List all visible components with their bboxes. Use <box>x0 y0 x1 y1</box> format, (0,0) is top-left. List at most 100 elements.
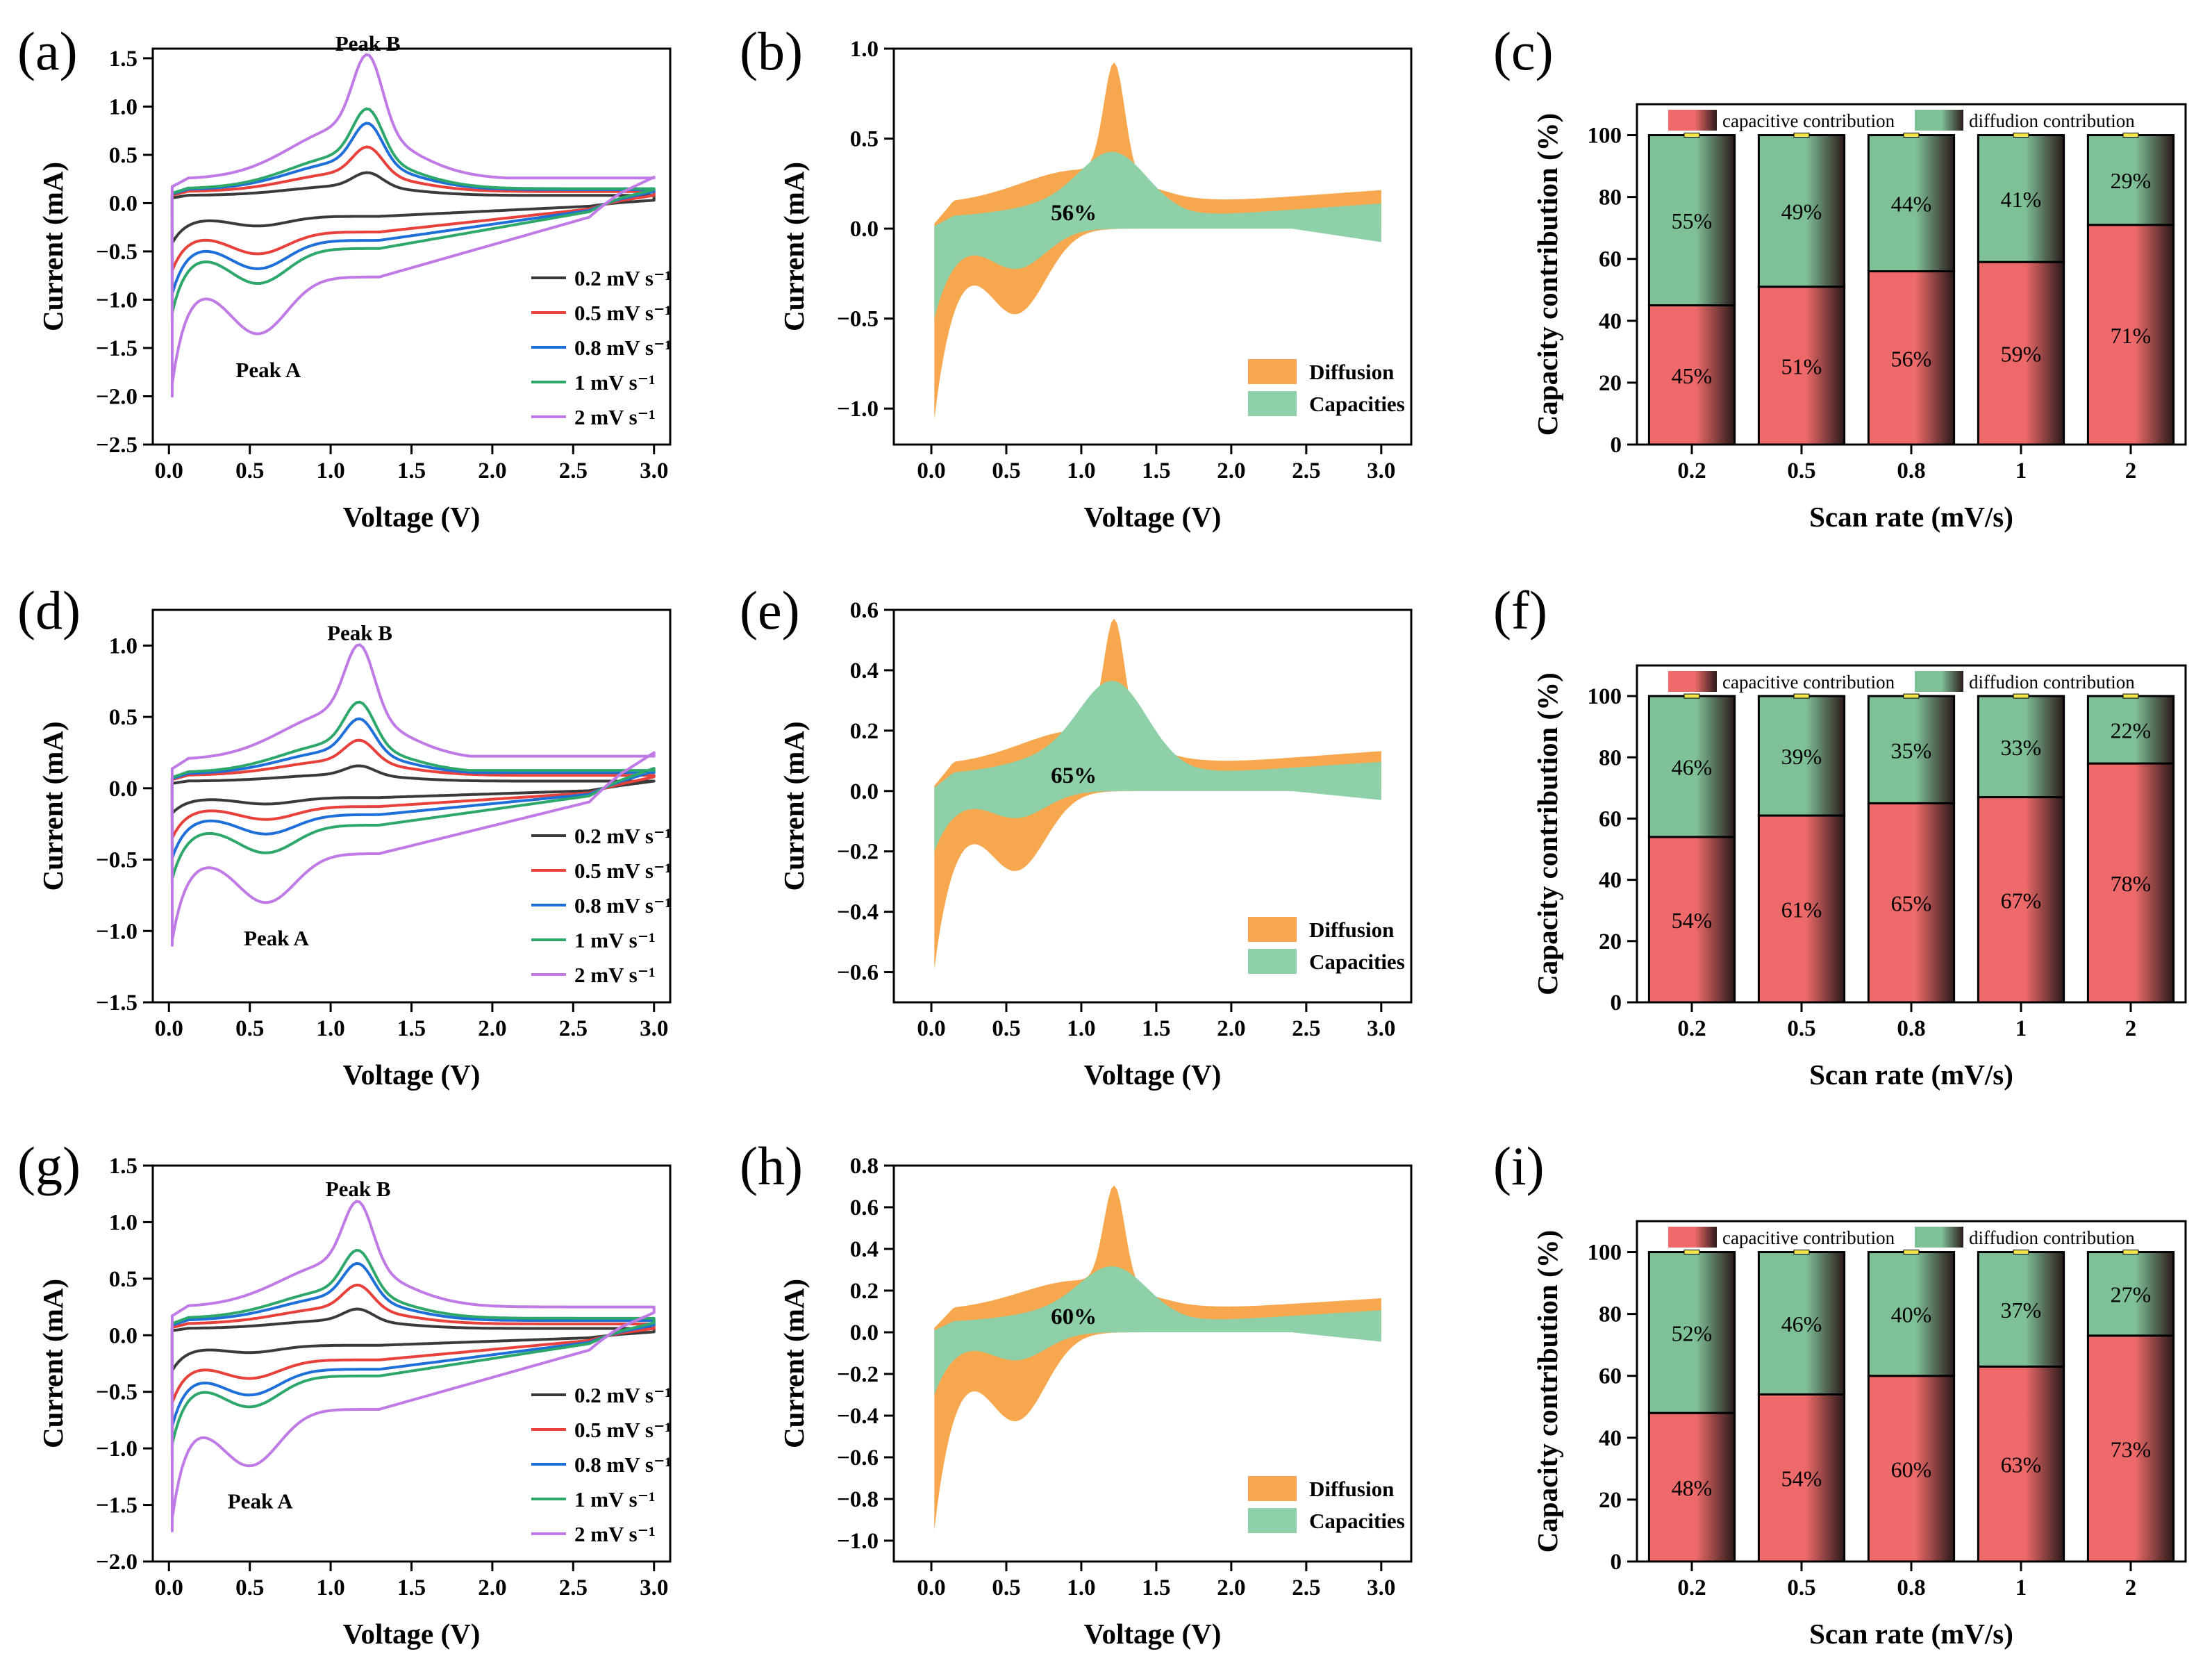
y-tick-label: 0 <box>1611 991 1622 1016</box>
y-tick-label: −0.2 <box>837 840 879 865</box>
cv-series-2 <box>170 717 656 868</box>
capacitive-value-label: 59% <box>2001 342 2042 367</box>
y-axis-title: Current (mA) <box>37 1279 69 1448</box>
legend-label-diffusion: Diffusion <box>1309 360 1394 384</box>
capacitive-value-label: 56% <box>1891 346 1932 371</box>
x-tick-label: 2 <box>2125 1575 2137 1600</box>
legend-swatch-diffusion <box>1248 359 1297 384</box>
legend-swatch-capacities <box>1248 949 1297 974</box>
legend-label-capacities: Capacities <box>1309 1509 1405 1533</box>
y-tick-label: 0.5 <box>109 1267 138 1292</box>
legend-label-diffusion: Diffusion <box>1309 1477 1394 1501</box>
error-cap <box>1903 693 1920 699</box>
panel-a: (a) 0.0 0.5 1.0 1.5 2.0 2.5 3.0 −2.5 −2.0 −1.5 −1.0… <box>17 21 672 533</box>
y-tick-label: 0.2 <box>850 1279 879 1304</box>
cv-series-3 <box>170 700 656 887</box>
cv-series-4 <box>170 53 656 398</box>
y-tick-label: 0.8 <box>850 1154 879 1179</box>
x-tick-label: 0.5 <box>1787 1575 1815 1600</box>
x-tick-label: 2 <box>2125 458 2137 483</box>
bar-capacitive <box>1757 814 1846 1004</box>
bar-diffusion <box>2086 695 2175 765</box>
diffusion-value-label: 40% <box>1891 1302 1932 1327</box>
plot-frame <box>892 608 1413 1004</box>
y-tick-label: −0.4 <box>837 900 879 925</box>
x-tick-label: 3.0 <box>640 1016 668 1041</box>
diffusion-value-label: 33% <box>2001 735 2042 760</box>
x-tick-label: 1.0 <box>1067 1016 1095 1041</box>
diffusion-value-label: 35% <box>1891 738 1932 763</box>
y-tick-label: 0.6 <box>850 598 879 623</box>
legend-swatch-diffusion <box>1915 110 1963 131</box>
panel-h: (h) 0.0 0.5 1.0 1.5 2.0 2.5 3.0 −1.0 −0.8 −0.6 −0.4… <box>740 1136 1413 1650</box>
x-axis-title: Voltage (V) <box>343 1059 481 1091</box>
bar-diffusion <box>2086 134 2175 226</box>
legend-swatch-diffusion <box>1915 671 1963 692</box>
panel-letter: (e) <box>740 580 800 640</box>
legend-label-diffusion: diffudion contribution <box>1969 672 2135 693</box>
cv-series-0 <box>170 171 656 253</box>
y-tick-label: 0.0 <box>850 1320 879 1345</box>
y-tick-label: 0.5 <box>850 127 879 152</box>
y-axis-title: Capacity contribution (%) <box>1531 672 1563 995</box>
x-axis-title: Voltage (V) <box>343 501 481 533</box>
x-tick-label: 2.0 <box>1217 1016 1245 1041</box>
x-tick-label: 0.5 <box>992 1575 1020 1600</box>
legend-label-4: 2 mV s⁻¹ <box>574 963 655 987</box>
y-tick-label: 100 <box>1588 684 1622 709</box>
error-cap <box>1683 133 1700 138</box>
legend-label-capacitive: capacitive contribution <box>1722 1227 1895 1248</box>
plot-frame <box>892 47 1413 446</box>
capacitive-value-label: 71% <box>2111 323 2152 348</box>
y-tick-label: 1.5 <box>109 47 138 72</box>
y-tick-label: −0.2 <box>837 1362 879 1387</box>
x-axis-title: Voltage (V) <box>343 1618 481 1650</box>
x-tick-label: 2.0 <box>478 1575 506 1600</box>
error-cap <box>1793 133 1810 138</box>
capacities-area <box>934 1266 1381 1395</box>
x-tick-label: 1.5 <box>397 1016 426 1041</box>
bar-capacitive <box>1867 270 1956 446</box>
cv-series-4 <box>170 643 656 947</box>
x-tick-label: 0.2 <box>1677 1575 1706 1600</box>
x-tick-label: 1 <box>2015 458 2027 483</box>
y-tick-label: −0.5 <box>96 848 138 873</box>
panel-letter: (c) <box>1493 21 1554 81</box>
x-tick-label: 1.0 <box>316 1016 344 1041</box>
bar-capacitive <box>1647 304 1736 446</box>
bar-capacitive <box>1757 285 1846 446</box>
x-tick-label: 1.0 <box>316 458 344 483</box>
x-tick-label: 0.5 <box>235 458 264 483</box>
cv-series-3 <box>170 107 656 321</box>
y-tick-label: 0.0 <box>850 779 879 804</box>
diffusion-value-label: 37% <box>2001 1298 2042 1323</box>
x-axis-title: Voltage (V) <box>1084 1618 1222 1650</box>
plot-frame <box>892 1164 1413 1563</box>
cv-series-1 <box>170 145 656 274</box>
x-tick-label: 0.5 <box>1787 458 1815 483</box>
x-tick-label: 0.2 <box>1677 1016 1706 1041</box>
legend-label-capacities: Capacities <box>1309 392 1405 416</box>
error-cap <box>1793 693 1810 699</box>
y-tick-label: 0 <box>1611 433 1622 458</box>
panel-c: (c) 0 20 40 60 80 100 45% 55% 0.2 51% 49% 0.5 56% 44% 0… <box>1493 21 2187 533</box>
y-tick-label: 100 <box>1588 1241 1622 1266</box>
y-tick-label: 80 <box>1599 1302 1622 1327</box>
error-cap <box>2122 133 2139 138</box>
x-tick-label: 0.2 <box>1677 458 1706 483</box>
capacitive-value-label: 54% <box>1781 1466 1822 1491</box>
cv-series-0 <box>170 1307 656 1382</box>
y-tick-label: 100 <box>1588 124 1622 149</box>
capacity-percent-label: 60% <box>1051 1304 1097 1329</box>
y-tick-label: −0.4 <box>837 1404 879 1429</box>
panel-b: (b) 0.0 0.5 1.0 1.5 2.0 2.5 3.0 −1.0 −0.5 0.0 0.5 1.… <box>740 21 1413 533</box>
y-axis-title: Current (mA) <box>778 162 810 331</box>
panel-letter: (f) <box>1493 580 1547 640</box>
y-tick-label: 0.2 <box>850 719 879 744</box>
legend-label-0: 0.2 mV s⁻¹ <box>574 266 672 290</box>
x-tick-label: 0.5 <box>235 1575 264 1600</box>
y-axis-title: Current (mA) <box>37 721 69 891</box>
panel-letter: (h) <box>740 1136 803 1196</box>
y-tick-label: 1.0 <box>109 1210 138 1235</box>
bar-diffusion <box>1757 134 1846 288</box>
